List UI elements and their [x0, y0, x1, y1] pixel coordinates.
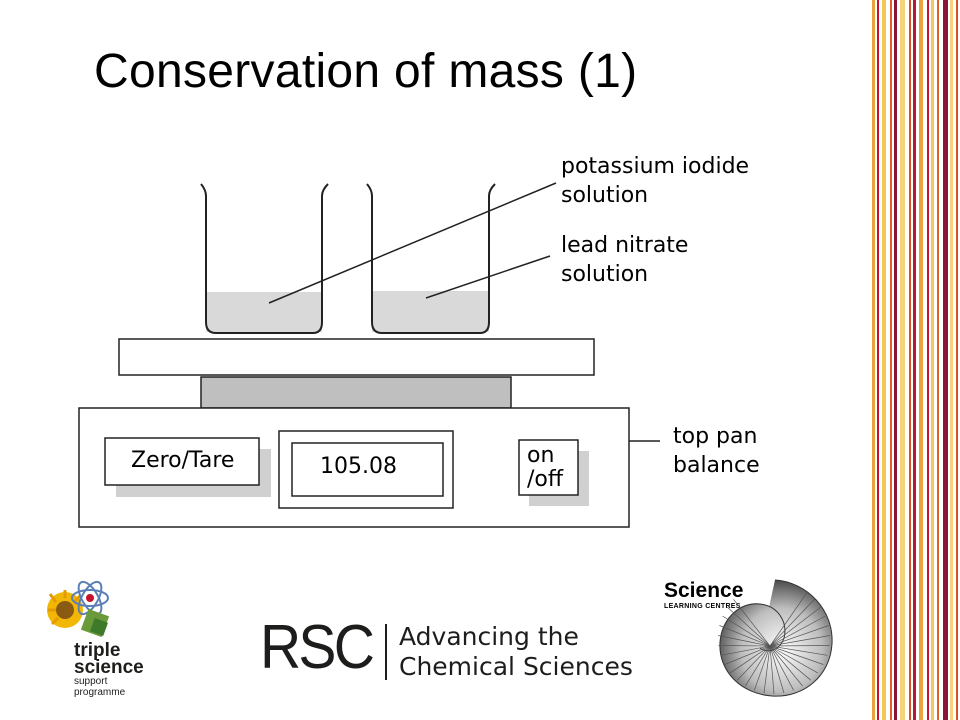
label-potassium-iodide-line2: solution — [561, 183, 649, 208]
shell-rib — [769, 625, 829, 647]
stripe — [877, 0, 879, 720]
shell-rib — [730, 645, 771, 674]
pointer-line-lead-nitrate — [425, 255, 551, 299]
beaker-right — [366, 183, 496, 334]
sunflower-icon — [47, 590, 83, 628]
stripe — [937, 0, 939, 720]
display-readout: 105.08 — [320, 454, 397, 479]
rsc-divider — [385, 624, 387, 680]
shell-rib — [769, 645, 795, 691]
shell-icon — [718, 579, 833, 697]
zero-tare-button-shape — [104, 437, 260, 486]
decorative-stripes — [870, 0, 960, 720]
stripe — [927, 0, 929, 720]
shell-rib — [769, 606, 821, 647]
slc-line1: Science — [664, 579, 744, 602]
shell-rib — [724, 645, 771, 665]
solution-left — [206, 292, 322, 332]
stripe — [900, 0, 905, 720]
rsc-tagline-line1: Advancing the — [399, 622, 579, 651]
shell-rib — [769, 645, 824, 665]
shell-rib — [753, 645, 771, 691]
triple-science-logo-text: triple science support programme — [74, 640, 144, 698]
pointer-line-potassium-iodide — [268, 182, 557, 304]
shell-rib — [719, 625, 771, 647]
shell-rib — [769, 645, 828, 656]
shell-rib — [769, 615, 826, 647]
rsc-logo-letters: RSC — [260, 613, 375, 682]
shell-rib — [769, 635, 830, 647]
shell-rib — [736, 645, 771, 681]
solution-right — [372, 291, 489, 332]
stripe — [919, 0, 923, 720]
power-button-shape — [518, 439, 579, 496]
shell-rib — [769, 645, 803, 687]
beaker-right-outline — [366, 183, 496, 334]
power-label-line1: on — [527, 443, 555, 468]
display-inner — [291, 442, 444, 497]
shell-rib — [718, 645, 771, 647]
leaf-cube-icon — [80, 608, 110, 638]
science-learning-centres-text: Science LEARNING CENTRES — [664, 580, 743, 611]
stripe — [909, 0, 911, 720]
shell-rib — [769, 599, 815, 647]
power-label-line2: /off — [527, 467, 564, 492]
stripe — [890, 0, 892, 720]
balance-pan — [118, 338, 595, 376]
label-lead-nitrate: lead nitrate solution — [561, 231, 688, 289]
label-lead-nitrate-line1: lead nitrate — [561, 233, 689, 258]
slc-line2: LEARNING CENTRES — [664, 603, 741, 610]
stripe — [872, 0, 875, 720]
stripe — [882, 0, 886, 720]
zero-tare-button: Zero/Tare — [131, 448, 235, 473]
beaker-left-outline — [200, 183, 329, 334]
shell-rib — [720, 645, 771, 656]
label-lead-nitrate-line2: solution — [561, 262, 649, 287]
stripe — [950, 0, 953, 720]
label-potassium-iodide: potassium iodide solution — [561, 152, 749, 210]
shell-rib — [769, 645, 812, 681]
beaker-left — [200, 183, 329, 334]
stripe — [931, 0, 934, 720]
shell-rib — [769, 645, 818, 674]
shell-rib — [733, 599, 771, 647]
shell-rib — [727, 606, 771, 647]
triple-science-line1: triple — [74, 640, 121, 661]
rsc-tagline-line2: Chemical Sciences — [399, 652, 633, 681]
triple-science-line3: support — [74, 676, 108, 687]
triple-science-line2: science — [74, 657, 144, 678]
shell-rib — [763, 645, 771, 694]
power-button: on /off — [527, 444, 563, 492]
stripe — [894, 0, 897, 720]
shell-rib — [718, 635, 771, 647]
label-potassium-iodide-line1: potassium iodide — [561, 154, 750, 179]
rsc-tagline: Advancing the Chemical Sciences — [399, 622, 633, 682]
triple-science-logo-graphic — [47, 580, 110, 638]
shell-rib — [769, 592, 808, 647]
label-balance: top pan balance — [673, 422, 760, 480]
shell-rib — [745, 645, 771, 687]
shell-rib — [769, 645, 785, 694]
shell-rib — [769, 645, 775, 695]
stripe — [913, 0, 916, 720]
slide-title: Conservation of mass (1) — [94, 45, 638, 98]
label-balance-line1: top pan — [673, 424, 758, 449]
shell-rib — [769, 645, 830, 647]
stripe — [943, 0, 948, 720]
balance-stand — [200, 376, 512, 409]
triple-science-line4: programme — [74, 687, 126, 698]
shell-rib — [722, 615, 771, 647]
stripe — [956, 0, 958, 720]
label-balance-line2: balance — [673, 453, 760, 478]
